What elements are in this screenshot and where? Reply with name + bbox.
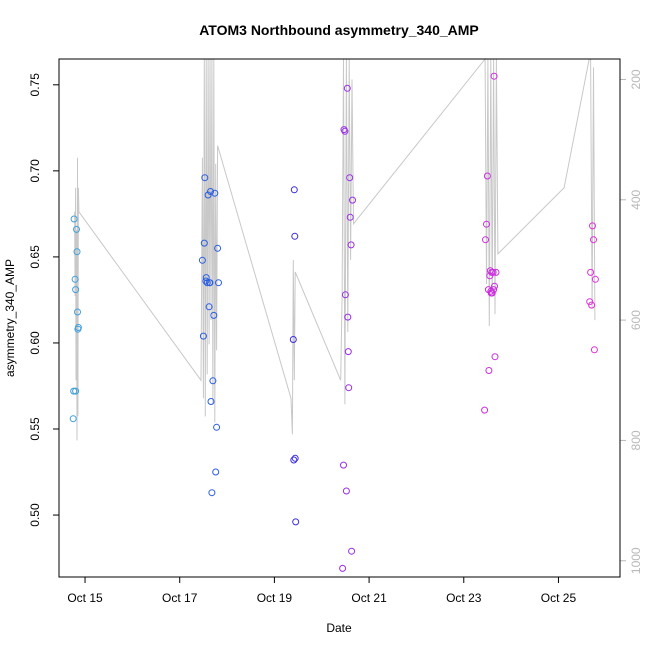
y-tick-label: 0.75: [28, 73, 42, 97]
x-tick-label: Oct 19: [257, 591, 293, 605]
right-axis-tick-label: 400: [629, 189, 643, 209]
data-point: [482, 236, 489, 244]
data-point: [200, 239, 208, 247]
data-point: [69, 415, 77, 423]
data-point: [492, 268, 500, 276]
data-point: [73, 225, 80, 233]
data-point: [215, 279, 222, 287]
x-axis-label: Date: [326, 621, 352, 635]
data-point: [74, 308, 81, 316]
data-point: [588, 301, 596, 309]
data-point: [71, 275, 79, 283]
data-point: [210, 311, 218, 319]
data-point: [344, 313, 352, 321]
data-point: [214, 244, 222, 252]
data-point: [291, 454, 299, 462]
y-tick-label: 0.65: [28, 245, 42, 269]
data-point: [491, 353, 499, 361]
right-axis-tick-label: 200: [629, 69, 643, 89]
data-point: [206, 279, 214, 287]
data-point: [483, 220, 490, 228]
x-tick-label: Oct 15: [67, 591, 103, 605]
data-point: [212, 468, 220, 476]
data-point: [490, 286, 498, 294]
data-point: [290, 456, 298, 464]
data-point: [349, 196, 356, 204]
data-point: [207, 188, 214, 195]
right-axis-tick-label: 1000: [629, 547, 643, 574]
data-point: [205, 303, 213, 311]
data-point: [207, 398, 215, 405]
x-axis: Oct 15 Oct 17 Oct 19 Oct 21 Oct 23 Oct 25: [67, 576, 577, 605]
data-point: [590, 236, 597, 244]
data-point: [211, 189, 219, 197]
data-point: [213, 423, 221, 431]
data-point: [289, 336, 297, 343]
data-point: [348, 547, 356, 555]
data-point: [488, 289, 496, 297]
data-point: [345, 384, 353, 392]
data-point: [591, 275, 599, 283]
y-tick-label: 0.60: [28, 331, 42, 355]
data-point: [485, 367, 493, 374]
data-point: [72, 387, 80, 395]
data-point: [587, 268, 595, 276]
grey-line-layer: [74, 57, 596, 441]
data-point: [291, 232, 299, 240]
y-tick-label: 0.50: [28, 503, 42, 527]
data-point: [490, 72, 498, 80]
x-tick-label: Oct 21: [351, 591, 387, 605]
data-point: [481, 406, 489, 414]
data-point: [73, 248, 81, 256]
y-axis-label: asymmetry_340_AMP: [3, 259, 17, 377]
data-point: [347, 241, 355, 249]
data-point: [344, 348, 352, 356]
data-point: [483, 172, 491, 180]
data-point: [204, 191, 212, 199]
plot-frame: [58, 58, 621, 578]
data-point: [198, 256, 206, 264]
data-point: [589, 222, 596, 230]
data-point: [586, 298, 594, 306]
data-point: [70, 215, 78, 223]
data-point: [590, 346, 598, 354]
x-tick-label: Oct 17: [162, 591, 198, 605]
data-point: [202, 277, 210, 285]
chart-title: ATOM3 Northbound asymmetry_340_AMP: [199, 22, 479, 38]
points-layer: [69, 72, 599, 572]
data-point: [346, 213, 354, 221]
data-point: [203, 279, 211, 287]
data-point: [199, 332, 207, 340]
data-point: [339, 564, 347, 572]
y-tick-label: 0.55: [28, 417, 42, 441]
data-point: [341, 127, 349, 135]
data-point: [208, 489, 216, 497]
data-point: [341, 291, 349, 299]
right-axis: 200 400 600 800 1000: [619, 69, 643, 574]
x-tick-label: Oct 25: [541, 591, 577, 605]
grey-series-line: [74, 57, 596, 441]
data-point: [489, 268, 497, 276]
data-point: [209, 377, 217, 385]
data-point: [72, 286, 80, 294]
data-point: [74, 324, 82, 331]
x-tick-label: Oct 23: [446, 591, 482, 605]
data-point: [290, 186, 298, 194]
data-point: [491, 282, 498, 290]
data-point: [292, 518, 300, 526]
data-point: [343, 84, 351, 92]
data-point: [201, 174, 209, 182]
data-point: [70, 387, 78, 395]
right-axis-tick-label: 800: [629, 430, 643, 450]
data-point: [202, 274, 210, 282]
y-tick-label: 0.70: [28, 159, 42, 183]
data-point: [340, 461, 347, 469]
right-axis-tick-label: 600: [629, 310, 643, 330]
data-point: [342, 487, 350, 495]
data-point: [346, 174, 354, 182]
